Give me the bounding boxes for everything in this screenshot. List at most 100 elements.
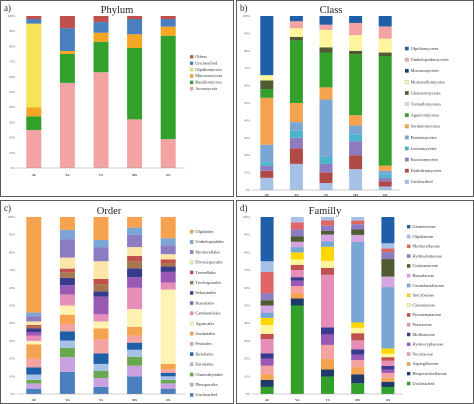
bar-segment — [26, 130, 42, 168]
bar-segment — [290, 298, 304, 306]
bar-segment — [160, 379, 176, 384]
y-tick-label: 100% — [8, 14, 16, 18]
bar-segment — [160, 245, 176, 255]
panel-label: c) — [4, 203, 11, 213]
bar-segment — [59, 239, 75, 258]
y-tick-label: 10% — [244, 374, 250, 378]
bar-segment — [319, 87, 333, 100]
chart-title: Class — [320, 5, 343, 16]
y-ticks: 0% 10% 20% 30% 40% 50% 60% 70% 80% 90% 100% — [8, 215, 185, 396]
legend-label: Mucoromycota — [195, 73, 222, 78]
x-tick-label: YA — [65, 173, 70, 177]
bar-segment — [59, 347, 75, 358]
bar-segment — [59, 371, 75, 394]
x-tick-label: MS — [132, 398, 137, 402]
bar-segment — [381, 276, 395, 288]
legend-swatch — [189, 229, 194, 234]
bar-segment — [321, 274, 334, 328]
bar-segment — [381, 372, 395, 379]
legend-swatch — [406, 352, 411, 356]
bar-segment — [321, 376, 334, 394]
bar-segment — [349, 115, 363, 126]
bar-segment — [127, 277, 143, 288]
bar-segment — [260, 312, 274, 318]
bar-segment — [289, 122, 303, 131]
legend-swatch — [404, 46, 409, 51]
y-tick-label: 80% — [244, 49, 250, 53]
legend-swatch — [404, 168, 409, 173]
x-tick-label: AF — [32, 398, 37, 402]
bar-segment — [93, 296, 109, 315]
chart-title: Familly — [309, 206, 342, 217]
bar-segment — [59, 54, 75, 83]
panel-label: a) — [4, 3, 11, 13]
legend-swatch — [189, 352, 194, 356]
x-tick-label: MS — [132, 173, 137, 177]
bar-segment — [59, 16, 75, 29]
legend-swatch — [189, 372, 194, 377]
bar-segment — [260, 261, 274, 272]
bar-segment — [290, 229, 304, 237]
legend-label: Glomeromycetes — [411, 90, 441, 95]
y-tick-label: 90% — [9, 233, 15, 237]
bar-segment — [260, 324, 274, 334]
legend-label: Unclassified — [411, 179, 434, 184]
bar-segment — [93, 278, 109, 285]
bar-segment — [260, 379, 274, 387]
bar-segment — [290, 277, 304, 281]
bar-segment — [321, 344, 334, 359]
legend-swatch — [406, 342, 411, 347]
bars — [260, 217, 395, 394]
panel-frame — [0, 0, 234, 197]
bar-segment — [59, 28, 75, 51]
y-tick-label: 20% — [9, 136, 15, 140]
bar-segment — [127, 16, 143, 20]
bar-segment — [351, 333, 365, 341]
y-tick-label: 50% — [244, 101, 250, 105]
bar-segment — [93, 339, 109, 354]
bar-segment — [381, 259, 395, 277]
legend-swatch — [404, 102, 409, 107]
bar-segment — [26, 374, 42, 380]
bar-segment — [26, 328, 42, 333]
legend-swatch — [404, 146, 409, 151]
legend-label: Sordariomycetes — [411, 124, 441, 129]
bar-segment — [26, 388, 42, 394]
legend-label: Clavariaceae — [412, 302, 435, 307]
legend-label: Agaricomycetes — [411, 113, 440, 118]
bar-segment — [319, 47, 333, 53]
y-tick-label: 30% — [9, 120, 15, 124]
bar-segment — [127, 19, 143, 35]
bar-segment — [289, 130, 303, 138]
bar-segment — [381, 217, 395, 244]
bar-segment — [289, 36, 303, 41]
bar-segment — [260, 75, 274, 81]
bar-segment — [289, 103, 303, 123]
bar-segment — [59, 82, 75, 168]
bar-segment — [349, 54, 363, 116]
y-ticks: 0% 10% 20% 30% 40% 50% 60% 70% 80% 90% 100% — [8, 14, 185, 170]
bar-segment — [160, 139, 176, 168]
bar-segment — [26, 383, 42, 389]
bar-segment — [26, 217, 42, 313]
bar-segment — [127, 119, 143, 168]
legend-swatch — [189, 250, 194, 254]
bar-segment — [59, 229, 75, 240]
bar-segment — [127, 261, 143, 269]
bar-segment — [321, 327, 334, 335]
y-tick-label: 60% — [9, 75, 15, 79]
y-tick-label: 0% — [246, 392, 251, 396]
bar-segment — [378, 174, 392, 178]
bar-segment — [321, 241, 334, 247]
legend-swatch — [189, 270, 194, 275]
legend-swatch — [189, 321, 194, 326]
y-tick-label: 80% — [9, 250, 15, 254]
bar-segment — [351, 224, 365, 230]
bar-segment — [160, 26, 176, 36]
panel-label: d) — [240, 203, 248, 213]
bar-segment — [26, 379, 42, 384]
y-tick-label: 60% — [9, 286, 15, 290]
legend: Olpidiomycetes Umbelopsidomycetes Mucoromy… — [404, 46, 449, 184]
y-tick-label: 0% — [11, 392, 16, 396]
